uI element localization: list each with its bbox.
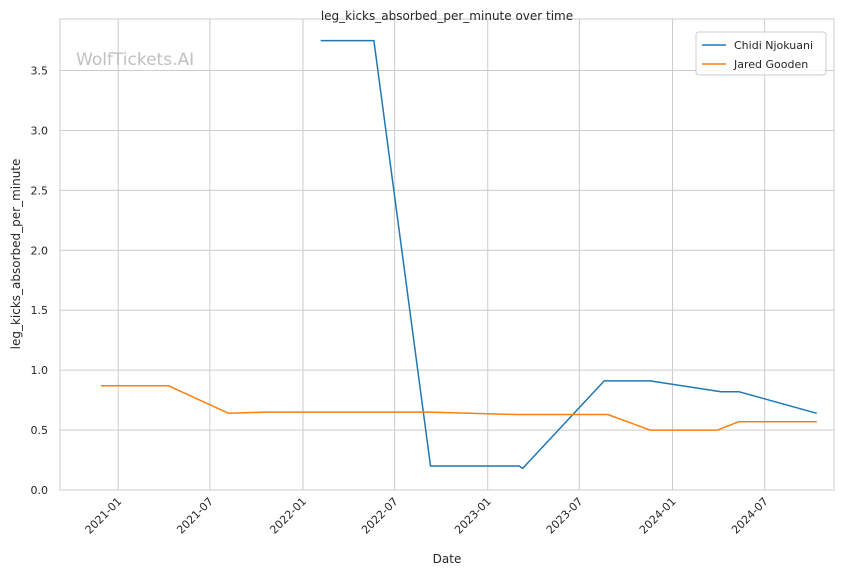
y-axis-label: leg_kicks_absorbed_per_minute	[9, 159, 23, 350]
y-tick-label: 2.5	[31, 184, 49, 197]
series-line-jared-gooden	[101, 384, 817, 431]
y-tick-label: 1.0	[31, 364, 49, 377]
y-tick-label: 1.5	[31, 304, 49, 317]
series-layer	[101, 39, 818, 470]
y-tick-label: 0.5	[31, 424, 49, 437]
y-tick-label: 0.0	[31, 484, 49, 497]
watermark: WolfTickets.AI	[76, 50, 194, 70]
plot-area	[59, 18, 835, 491]
x-axis-label: Date	[433, 552, 462, 566]
legend-label-jared-gooden: Jared Gooden	[733, 58, 808, 71]
y-tick-label: 3.5	[31, 65, 49, 78]
chart-title: leg_kicks_absorbed_per_minute over time	[321, 9, 573, 23]
series-line-chidi-njokuani	[320, 39, 818, 470]
y-tick-label: 2.0	[31, 244, 49, 257]
legend-label-chidi-njokuani: Chidi Njokuani	[734, 39, 813, 52]
legend: Chidi Njokuani Jared Gooden	[695, 31, 827, 76]
y-axis-ticks: 0.0 0.5 1.0 1.5 2.0 2.5 3.0 3.5	[31, 65, 49, 497]
legend-box	[695, 31, 827, 76]
y-tick-label: 3.0	[31, 124, 49, 137]
